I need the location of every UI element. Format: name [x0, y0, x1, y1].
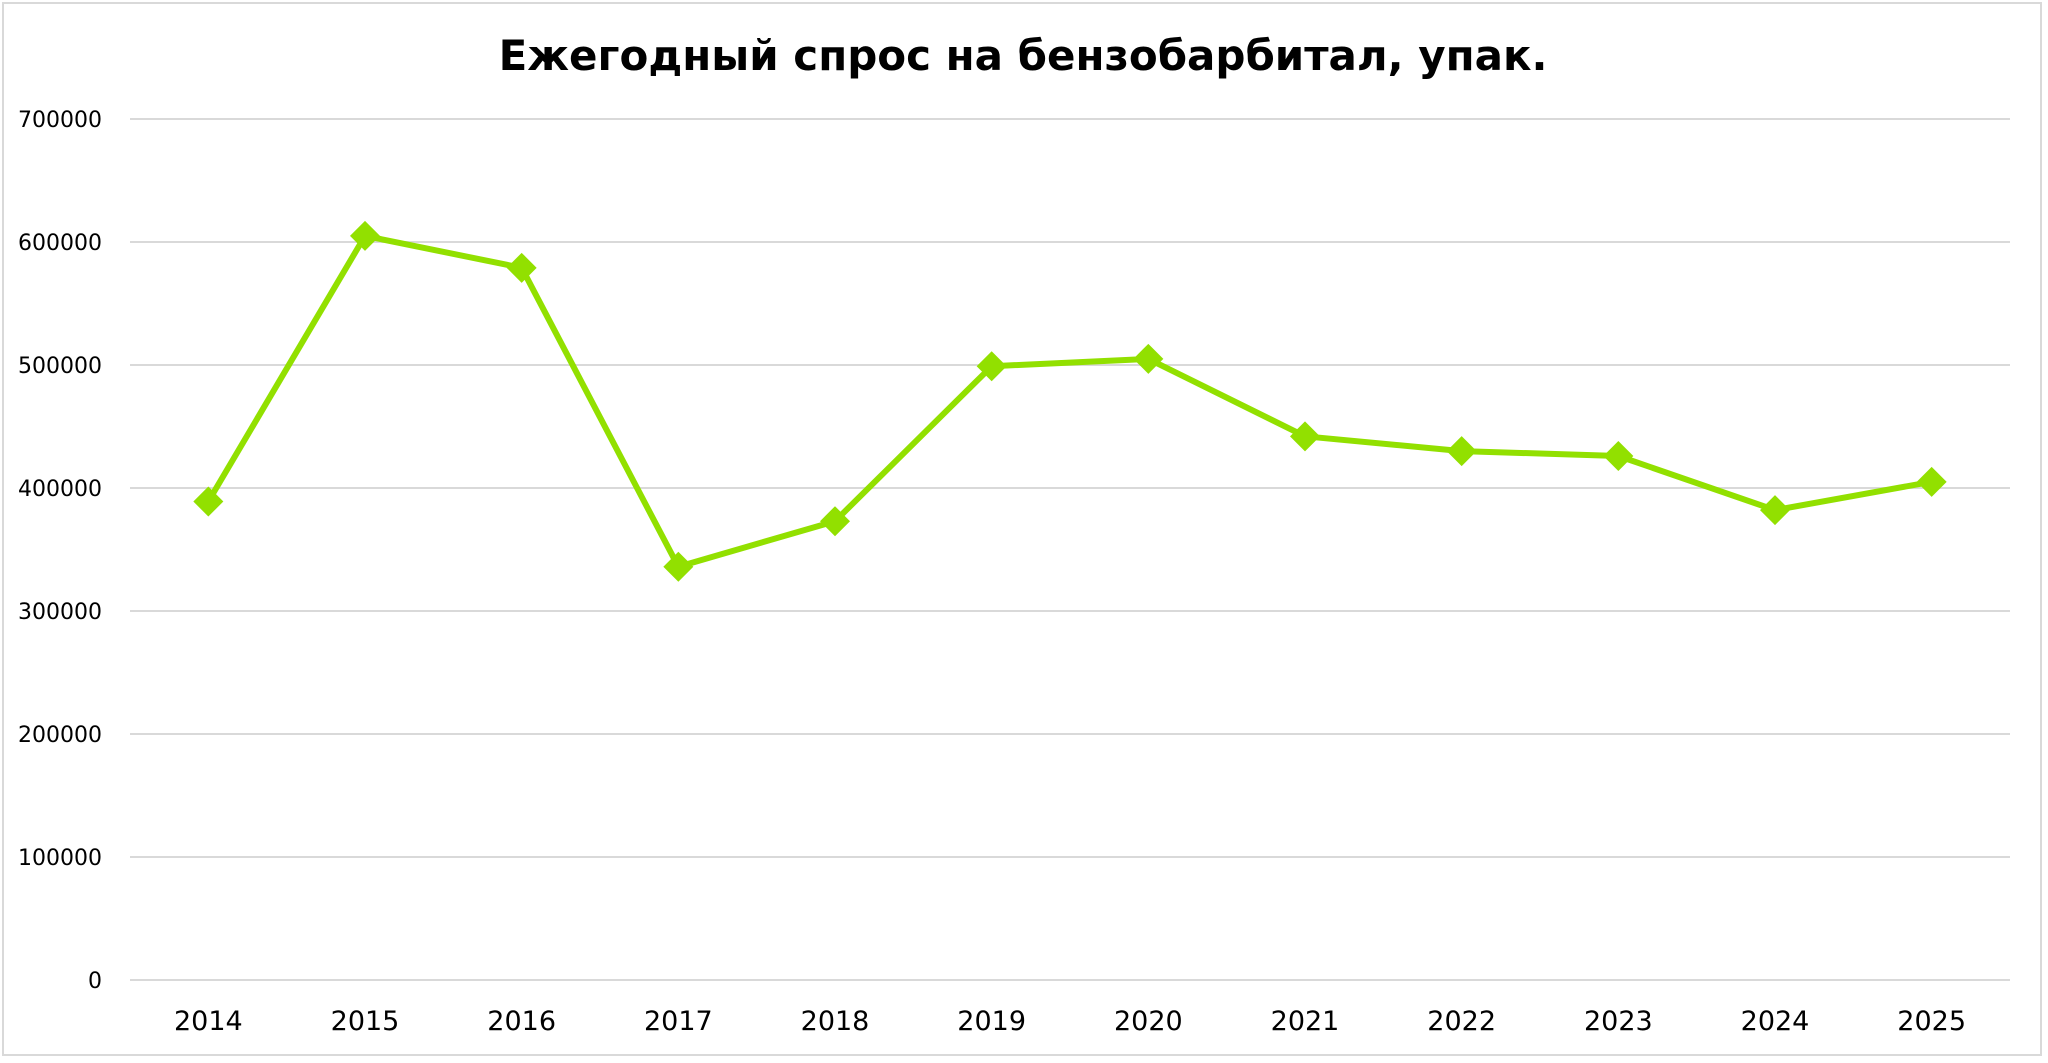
series-group [193, 220, 1947, 582]
x-tick-label: 2016 [487, 1006, 556, 1037]
data-point-2025 [1916, 466, 1947, 497]
data-point-2020 [1133, 343, 1164, 374]
data-point-2015 [350, 220, 380, 251]
y-tick-label: 600000 [18, 231, 102, 256]
x-tick-label: 2017 [644, 1006, 713, 1037]
data-point-2016 [506, 252, 537, 283]
x-tick-label: 2015 [331, 1006, 400, 1037]
y-tick-label: 100000 [18, 846, 102, 871]
y-tick-label: 500000 [18, 354, 102, 379]
x-tick-label: 2019 [957, 1006, 1026, 1037]
y-axis-ticks: 0 100000 200000 300000 400000 500000 600000 700… [18, 108, 102, 994]
data-point-2014 [193, 486, 224, 517]
x-tick-label: 2024 [1741, 1006, 1810, 1037]
y-tick-label: 0 [88, 969, 102, 994]
data-point-2024 [1760, 495, 1790, 526]
x-axis-ticks: 2014 2015 2016 2017 2018 2019 2020 2021 2022 2023… [174, 1006, 1966, 1037]
y-tick-label: 200000 [18, 723, 102, 748]
x-tick-label: 2021 [1271, 1006, 1340, 1037]
x-tick-label: 2025 [1897, 1006, 1966, 1037]
x-tick-label: 2023 [1584, 1006, 1653, 1037]
data-point-2018 [820, 506, 850, 537]
y-tick-label: 300000 [18, 600, 102, 625]
data-point-2021 [1290, 421, 1320, 452]
y-tick-label: 400000 [18, 477, 102, 502]
chart-title: Ежегодный спрос на бензобарбитал, упак. [499, 31, 1548, 80]
x-tick-label: 2014 [174, 1006, 243, 1037]
data-point-2019 [976, 351, 1007, 382]
y-tick-label: 700000 [18, 108, 102, 133]
series-line [205, 232, 1935, 570]
data-point-2023 [1603, 441, 1634, 472]
data-point-2022 [1446, 436, 1477, 467]
x-tick-label: 2020 [1114, 1006, 1183, 1037]
data-point-2017 [663, 551, 694, 582]
x-tick-label: 2022 [1427, 1006, 1496, 1037]
x-tick-label: 2018 [801, 1006, 870, 1037]
